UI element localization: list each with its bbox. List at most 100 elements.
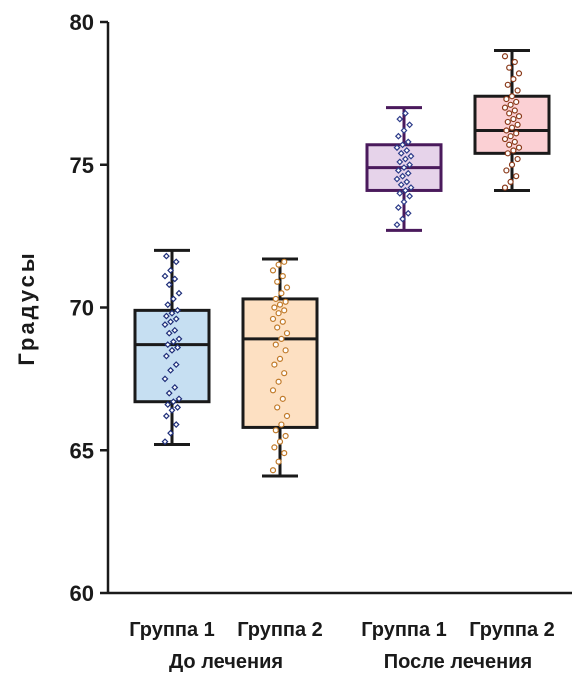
boxes — [133, 49, 551, 478]
data-point — [269, 315, 277, 323]
data-point — [171, 275, 179, 283]
data-point — [501, 135, 509, 143]
data-point — [503, 167, 510, 174]
data-point — [504, 81, 511, 88]
data-point — [175, 395, 183, 403]
data-point — [281, 370, 288, 377]
y-tick-label: 65 — [70, 438, 94, 463]
data-point — [161, 272, 169, 280]
data-point — [504, 150, 511, 157]
data-point — [278, 421, 285, 428]
data-point — [271, 444, 278, 451]
data-point — [162, 252, 170, 260]
data-point — [406, 121, 414, 129]
data-point — [393, 175, 401, 183]
data-point — [506, 64, 513, 71]
data-point — [404, 209, 412, 217]
data-point — [396, 189, 404, 197]
data-point — [507, 178, 514, 185]
data-point — [171, 326, 179, 334]
data-point — [274, 404, 281, 411]
data-point — [172, 258, 180, 266]
data-point — [271, 361, 278, 368]
data-point — [174, 306, 182, 314]
box-iqr — [241, 297, 319, 429]
data-point — [401, 155, 409, 163]
data-point — [407, 152, 415, 160]
data-point — [169, 295, 177, 303]
data-point — [515, 113, 523, 120]
data-point — [275, 378, 282, 385]
data-point — [399, 215, 407, 223]
data-point — [161, 321, 169, 329]
data-point — [172, 361, 180, 369]
data-points — [161, 53, 523, 474]
y-tick-label: 70 — [70, 296, 94, 321]
data-point — [278, 290, 285, 297]
data-point — [164, 401, 172, 409]
data-point — [276, 301, 284, 308]
data-point — [507, 133, 514, 140]
data-point — [514, 87, 521, 94]
data-point — [396, 158, 404, 166]
y-tick-label: 60 — [70, 581, 94, 606]
data-point — [511, 138, 518, 146]
y-tick-label: 80 — [70, 10, 94, 35]
axes — [100, 20, 572, 595]
data-point — [397, 149, 405, 157]
data-point — [282, 298, 289, 305]
x-category-label: Группа 1 — [361, 619, 447, 641]
data-point — [503, 127, 510, 134]
data-point — [161, 438, 169, 446]
data-point — [513, 98, 520, 106]
data-point — [276, 438, 284, 445]
data-point — [515, 70, 523, 77]
data-point — [275, 458, 282, 465]
data-point — [269, 267, 277, 274]
data-point — [164, 341, 172, 349]
data-point — [510, 75, 517, 83]
data-point — [401, 186, 409, 194]
labels: 60 65 70 75 80 Градусы Группа 1 Группа 2 Группа … — [14, 10, 555, 673]
data-point — [407, 184, 415, 192]
data-point — [168, 346, 176, 354]
data-point — [399, 141, 407, 149]
data-point — [168, 406, 176, 414]
data-point — [282, 432, 289, 440]
data-point — [161, 375, 169, 383]
data-point — [394, 204, 402, 212]
data-point — [274, 324, 281, 331]
data-point — [279, 318, 286, 325]
data-point — [406, 161, 414, 169]
data-point — [513, 130, 520, 137]
data-point — [400, 198, 408, 206]
data-point — [274, 278, 281, 285]
data-point — [401, 109, 409, 117]
data-point — [501, 104, 509, 111]
data-point — [501, 184, 509, 191]
data-point — [506, 141, 513, 148]
data-point — [394, 167, 402, 174]
data-point — [504, 118, 511, 126]
data-point — [168, 309, 176, 317]
data-point — [175, 335, 183, 343]
data-point — [169, 398, 177, 406]
data-point — [404, 138, 412, 146]
data-point — [164, 301, 172, 309]
data-point — [403, 178, 411, 186]
data-point — [283, 412, 291, 420]
data-point — [514, 121, 521, 128]
data-point — [272, 295, 279, 303]
data-point — [162, 412, 170, 420]
data-point — [174, 344, 182, 351]
data-point — [282, 347, 289, 354]
data-point — [511, 107, 518, 114]
data-point — [171, 383, 179, 391]
x-category-label: Группа 1 — [129, 619, 215, 641]
data-point — [275, 310, 282, 317]
data-point — [400, 127, 408, 134]
box-iqr — [133, 308, 211, 404]
data-point — [508, 124, 516, 131]
data-point — [165, 389, 173, 397]
